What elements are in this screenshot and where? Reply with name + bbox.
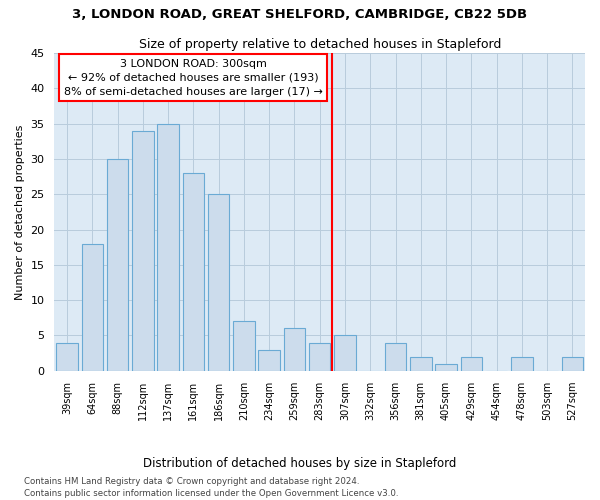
Text: Contains HM Land Registry data © Crown copyright and database right 2024.: Contains HM Land Registry data © Crown c… — [24, 478, 359, 486]
Title: Size of property relative to detached houses in Stapleford: Size of property relative to detached ho… — [139, 38, 501, 51]
Bar — [157, 124, 179, 371]
Bar — [385, 342, 406, 371]
Bar — [132, 130, 154, 371]
Bar — [56, 342, 78, 371]
Bar — [562, 356, 583, 371]
Bar — [208, 194, 229, 371]
Bar — [82, 244, 103, 371]
Text: Distribution of detached houses by size in Stapleford: Distribution of detached houses by size … — [143, 458, 457, 470]
Text: 3 LONDON ROAD: 300sqm
← 92% of detached houses are smaller (193)
8% of semi-deta: 3 LONDON ROAD: 300sqm ← 92% of detached … — [64, 58, 323, 96]
Bar — [107, 159, 128, 371]
Bar — [410, 356, 431, 371]
Text: Contains public sector information licensed under the Open Government Licence v3: Contains public sector information licen… — [24, 489, 398, 498]
Bar — [259, 350, 280, 371]
Bar — [435, 364, 457, 371]
Bar — [334, 336, 356, 371]
Bar — [309, 342, 331, 371]
Text: 3, LONDON ROAD, GREAT SHELFORD, CAMBRIDGE, CB22 5DB: 3, LONDON ROAD, GREAT SHELFORD, CAMBRIDG… — [73, 8, 527, 20]
Bar — [461, 356, 482, 371]
Y-axis label: Number of detached properties: Number of detached properties — [15, 124, 25, 300]
Bar — [182, 173, 204, 371]
Bar — [511, 356, 533, 371]
Bar — [284, 328, 305, 371]
Bar — [233, 322, 254, 371]
